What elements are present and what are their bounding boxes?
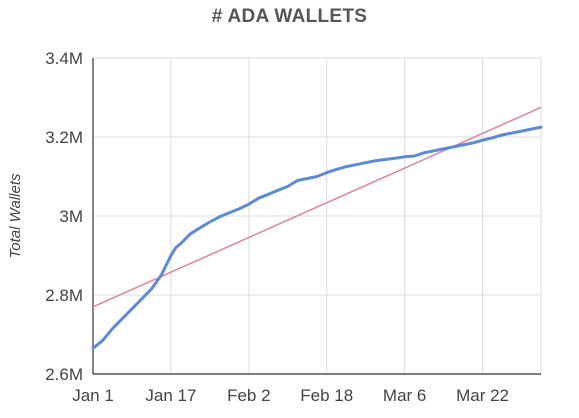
y-tick-label: 2.6M — [45, 365, 83, 384]
x-tick-label: Jan 1 — [72, 386, 114, 405]
x-tick-label: Feb 2 — [227, 386, 270, 405]
y-tick-label: 3.4M — [45, 49, 83, 68]
y-tick-label: 3.2M — [45, 128, 83, 147]
y-tick-label: 3M — [59, 207, 83, 226]
chart-title: # ADA WALLETS — [211, 6, 368, 27]
y-tick-label: 2.8M — [45, 286, 83, 305]
x-tick-label: Jan 17 — [145, 386, 196, 405]
trendline — [92, 106, 542, 308]
x-tick-label: Mar 6 — [383, 386, 426, 405]
y-axis-title: Total Wallets — [7, 173, 24, 259]
x-tick-label: Mar 22 — [456, 386, 509, 405]
x-tick-label: Feb 18 — [300, 386, 353, 405]
wallets-series-line — [91, 125, 543, 350]
